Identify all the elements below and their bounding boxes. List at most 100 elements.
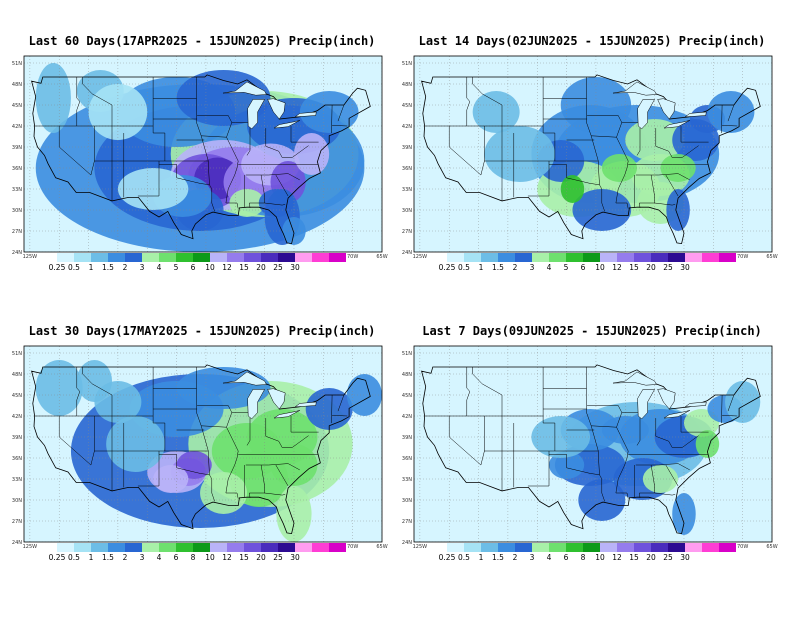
legend-tick-label: 3	[529, 263, 535, 272]
legend-swatch	[617, 253, 634, 262]
legend-swatch	[549, 543, 566, 552]
state-border	[201, 405, 233, 428]
state-border	[290, 126, 319, 143]
legend-swatch	[515, 543, 532, 552]
legend-tick-label: 1.5	[492, 263, 504, 272]
legend-swatch	[159, 253, 176, 262]
longitude-tick-label: 65W	[766, 544, 777, 550]
legend-tick-label: 10	[595, 553, 605, 562]
latitude-tick-label: 36N	[402, 456, 412, 462]
state-border	[668, 145, 699, 158]
state-border	[527, 161, 550, 197]
legend-swatch	[278, 543, 295, 552]
legend-tick-label: 15	[629, 553, 639, 562]
state-border	[472, 367, 503, 396]
state-border	[332, 415, 348, 417]
legend-swatch	[668, 253, 685, 262]
legend-swatch	[227, 253, 244, 262]
great-lake	[684, 401, 707, 408]
precip-map-panel-60d: Last 60 Days(17APR2025 - 15JUN2025) Prec…	[12, 34, 392, 289]
latitude-tick-label: 27N	[12, 519, 22, 525]
legend-tick-label: 6	[173, 553, 179, 562]
legend-tick-label: 20	[256, 263, 266, 272]
state-border	[591, 405, 623, 428]
legend-swatch	[312, 253, 329, 262]
legend-swatch	[244, 253, 261, 262]
legend-tick-label: 0.5	[68, 553, 80, 562]
legend-swatch	[498, 543, 515, 552]
latitude-tick-label: 48N	[402, 82, 412, 88]
state-border	[665, 464, 679, 487]
state-border	[211, 189, 215, 212]
longitude-tick-label: 65W	[766, 254, 777, 260]
latitude-tick-label: 39N	[402, 435, 412, 441]
us-outline	[421, 74, 761, 245]
state-border	[152, 367, 166, 451]
legend-swatch	[532, 253, 549, 262]
legend-tick-label: 10	[205, 553, 215, 562]
longitude-tick-label: 70W	[737, 544, 748, 550]
state-border	[278, 145, 309, 158]
great-lake	[267, 98, 286, 120]
legend-swatch	[244, 543, 261, 552]
state-border	[337, 104, 345, 122]
legend-tick-label: 30	[290, 553, 300, 562]
legend-swatch	[566, 253, 583, 262]
legend-swatch	[210, 543, 227, 552]
state-border	[448, 416, 482, 466]
legend-tick-label: 2	[512, 553, 518, 562]
latitude-tick-label: 30N	[402, 498, 412, 504]
legend-swatch	[464, 253, 481, 262]
legend-swatch	[430, 253, 447, 262]
legend-tick-label: 25	[663, 263, 673, 272]
legend-swatch	[566, 543, 583, 552]
state-border	[275, 464, 289, 487]
latitude-tick-label: 48N	[402, 372, 412, 378]
state-border	[225, 427, 239, 499]
state-border	[527, 451, 550, 487]
latitude-tick-label: 45N	[402, 393, 412, 399]
legend-tick-label: 10	[205, 263, 215, 272]
state-border	[591, 115, 623, 138]
state-border	[636, 128, 641, 156]
latitude-tick-label: 45N	[12, 393, 22, 399]
state-border	[278, 435, 309, 448]
legend-swatch	[634, 253, 651, 262]
latitude-tick-label: 24N	[402, 250, 412, 256]
state-border	[655, 128, 669, 152]
legend-swatch	[142, 543, 159, 552]
state-border	[635, 173, 690, 181]
state-border	[636, 418, 641, 446]
legend-labels: 0.25 0.5 1 1.5 2 3 4 6 8 10 12 15 20 25 30	[40, 553, 380, 563]
latitude-tick-label: 30N	[402, 208, 412, 214]
latitude-tick-label: 42N	[12, 414, 22, 420]
latitude-tick-label: 51N	[12, 61, 22, 67]
state-border	[201, 115, 233, 138]
latitude-tick-label: 36N	[402, 166, 412, 172]
state-border	[245, 173, 300, 181]
state-border	[665, 174, 679, 197]
state-border	[472, 77, 503, 106]
map-area: 125W120W115W110W105W100W95W90W85W80W75W7…	[12, 50, 392, 272]
state-border	[655, 418, 669, 442]
longitude-tick-label: 70W	[347, 544, 358, 550]
legend-tick-label: 1	[478, 553, 484, 562]
precip-map: 125W120W115W110W105W100W95W90W85W80W75W7…	[12, 55, 388, 260]
legend-tick-label: 5	[563, 263, 569, 272]
great-lake	[294, 111, 317, 118]
precip-region	[35, 63, 71, 133]
legend-swatch	[261, 543, 278, 552]
legend-tick-label: 10	[595, 263, 605, 272]
legend-swatch	[617, 543, 634, 552]
state-border	[639, 174, 655, 208]
legend-swatch	[447, 543, 464, 552]
legend-tick-label: 6	[580, 263, 586, 272]
color-legend-bar	[430, 253, 736, 262]
state-border	[601, 479, 605, 502]
legend-tick-label: 25	[273, 553, 283, 562]
legend-swatch	[125, 543, 142, 552]
precip-region	[707, 91, 755, 133]
state-border	[76, 367, 81, 416]
latitude-tick-label: 51N	[12, 351, 22, 357]
state-border	[137, 451, 160, 487]
